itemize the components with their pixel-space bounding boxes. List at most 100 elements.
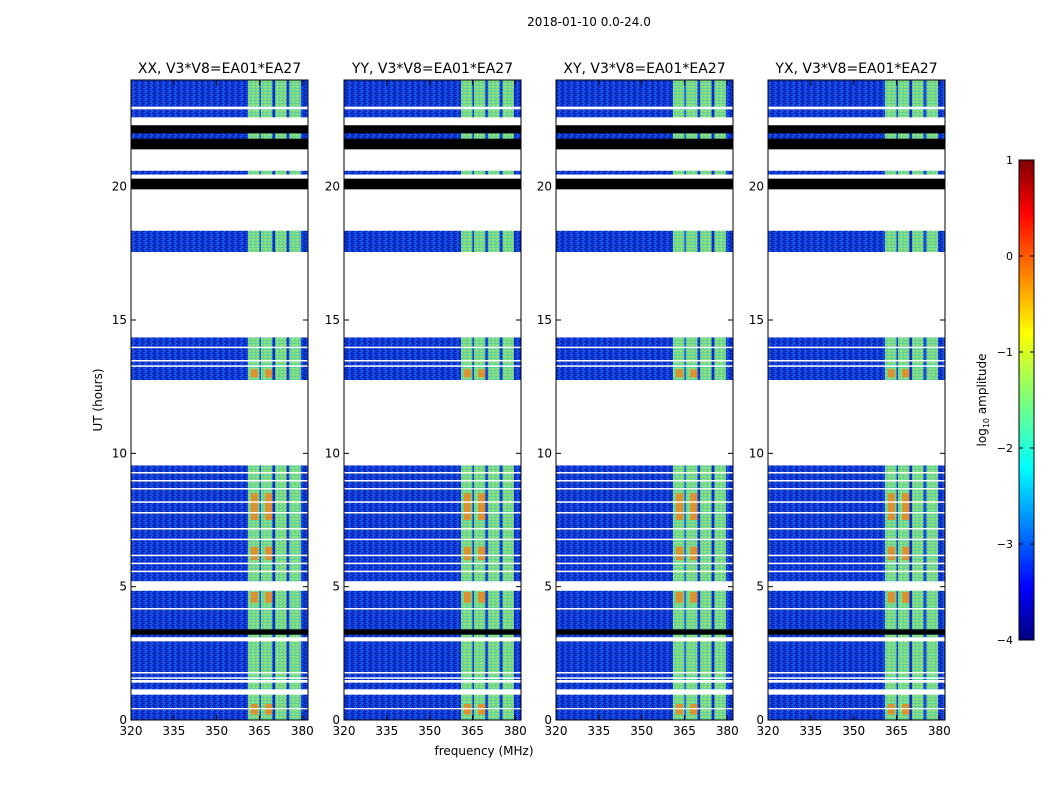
panel-frame <box>555 79 734 721</box>
white-line <box>768 554 945 557</box>
white-gap <box>768 708 945 710</box>
y-tick-label: 10 <box>749 446 764 460</box>
colorbar-tick-label: −2 <box>997 442 1013 455</box>
white-gap <box>131 252 308 338</box>
panel-title: YX, V3*V8=EA01*EA27 <box>774 61 937 77</box>
white-line <box>344 501 521 503</box>
white-gap <box>131 581 308 591</box>
rfi-band <box>260 590 273 638</box>
rfi-band <box>912 230 924 252</box>
rfi-band <box>502 230 514 252</box>
white-line <box>556 360 733 362</box>
white-gap <box>556 189 733 231</box>
hot-spot <box>887 546 896 560</box>
rfi-band <box>461 230 473 252</box>
white-gap <box>768 106 945 110</box>
rfi-band <box>700 170 712 175</box>
flagged-band <box>131 125 308 134</box>
rfi-band <box>289 465 301 582</box>
hot-spot <box>478 704 486 715</box>
white-line <box>556 488 733 490</box>
rfi-band <box>275 230 287 252</box>
hot-spot <box>250 493 259 520</box>
white-gap <box>344 689 521 695</box>
y-tick-label: 20 <box>112 180 127 194</box>
y-tick-label: 5 <box>119 580 127 594</box>
colorbar-tick-label: −4 <box>997 634 1013 647</box>
rfi-band <box>714 590 726 638</box>
rfi-band <box>473 590 486 638</box>
white-gap <box>131 637 308 642</box>
white-line <box>768 501 945 503</box>
rfi-band <box>926 337 938 380</box>
y-tick-label: 10 <box>112 446 127 460</box>
white-gap <box>768 581 945 591</box>
white-gap <box>131 106 308 110</box>
rfi-band <box>700 465 712 582</box>
hot-spot <box>265 592 273 603</box>
white-line <box>556 528 733 530</box>
white-line <box>556 554 733 557</box>
white-line <box>131 346 308 349</box>
white-line <box>768 562 945 565</box>
white-gap <box>131 380 308 466</box>
hot-spot <box>690 592 698 603</box>
rfi-band <box>700 337 712 380</box>
rfi-band <box>714 230 726 252</box>
y-tick-label: 15 <box>112 313 127 327</box>
colorbar-tick-label: 1 <box>1006 154 1013 167</box>
y-tick-label: 10 <box>537 446 552 460</box>
rfi-band <box>673 590 685 638</box>
data-block <box>556 170 733 175</box>
white-line <box>131 512 308 514</box>
rfi-band <box>685 337 698 380</box>
hot-spot <box>478 493 486 520</box>
white-gap <box>768 189 945 231</box>
rfi-band <box>897 170 910 175</box>
white-line <box>556 672 733 674</box>
rfi-band <box>673 80 685 148</box>
white-line <box>344 570 521 573</box>
white-line <box>768 488 945 490</box>
x-tick-label: 380 <box>291 724 314 738</box>
colorbar-label-base: log <box>975 428 989 446</box>
rfi-band <box>289 230 301 252</box>
white-gap <box>768 149 945 171</box>
rfi-band <box>926 230 938 252</box>
panel-xy: XY, V3*V8=EA01*EA27 320 335 350 365 380 0 5 10 15… <box>537 61 739 738</box>
white-line <box>131 488 308 490</box>
x-tick-label: 365 <box>673 724 696 738</box>
rfi-band <box>275 337 287 380</box>
flagged-band <box>131 629 308 635</box>
rfi-band <box>926 170 938 175</box>
rfi-band <box>912 80 924 148</box>
rfi-band <box>289 170 301 175</box>
rfi-band <box>885 465 897 582</box>
white-line <box>768 360 945 362</box>
panel-frame <box>767 79 946 721</box>
panel-frame <box>343 79 522 721</box>
white-gap <box>344 708 521 710</box>
rfi-band <box>260 80 273 148</box>
flagged-band <box>768 178 945 190</box>
x-axis-label: frequency (MHz) <box>434 744 533 758</box>
white-gap <box>131 117 308 126</box>
hot-spot <box>463 592 472 603</box>
white-line <box>556 570 733 573</box>
rfi-band <box>685 80 698 148</box>
panel-yx: YX, V3*V8=EA01*EA27 320 335 350 365 380 0 5 10 15… <box>749 61 951 738</box>
rfi-band <box>260 230 273 252</box>
white-gap <box>768 637 945 642</box>
rfi-band <box>473 230 486 252</box>
white-line <box>131 608 308 610</box>
white-line <box>768 608 945 610</box>
white-gap <box>768 252 945 338</box>
rfi-band <box>885 170 897 175</box>
rfi-band <box>248 230 260 252</box>
rfi-band <box>502 337 514 380</box>
white-gap <box>556 106 733 110</box>
panel-title: XY, V3*V8=EA01*EA27 <box>563 61 725 77</box>
panel-frame <box>130 79 309 721</box>
white-gap <box>131 149 308 171</box>
